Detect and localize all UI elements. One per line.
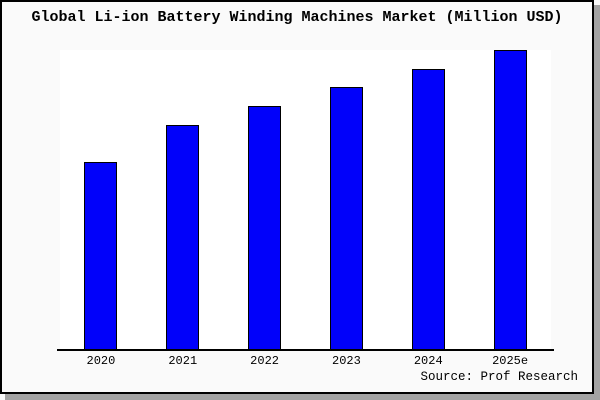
x-tick-label-2023: 2023 [332, 354, 361, 368]
bar-2023 [329, 87, 363, 351]
bar-2021 [166, 125, 200, 351]
bar-2020 [84, 162, 118, 351]
bar-2025e [493, 50, 527, 351]
window-shadow-right [594, 5, 600, 400]
x-axis-line [57, 349, 554, 351]
source-credit: Source: Prof Research [420, 370, 578, 384]
x-tick-label-2021: 2021 [168, 354, 198, 368]
bar-2022 [248, 106, 282, 351]
x-tick-label-2025e: 2025e [492, 354, 529, 368]
chart-title: Global Li-ion Battery Winding Machines M… [31, 9, 563, 26]
bar-2024 [411, 69, 445, 351]
x-tick-label-2024: 2024 [413, 354, 443, 368]
x-tick-label-2020: 2020 [86, 354, 116, 368]
window-shadow-bottom [5, 394, 600, 400]
x-tick-label-2022: 2022 [250, 354, 279, 368]
plot-area [60, 50, 551, 351]
